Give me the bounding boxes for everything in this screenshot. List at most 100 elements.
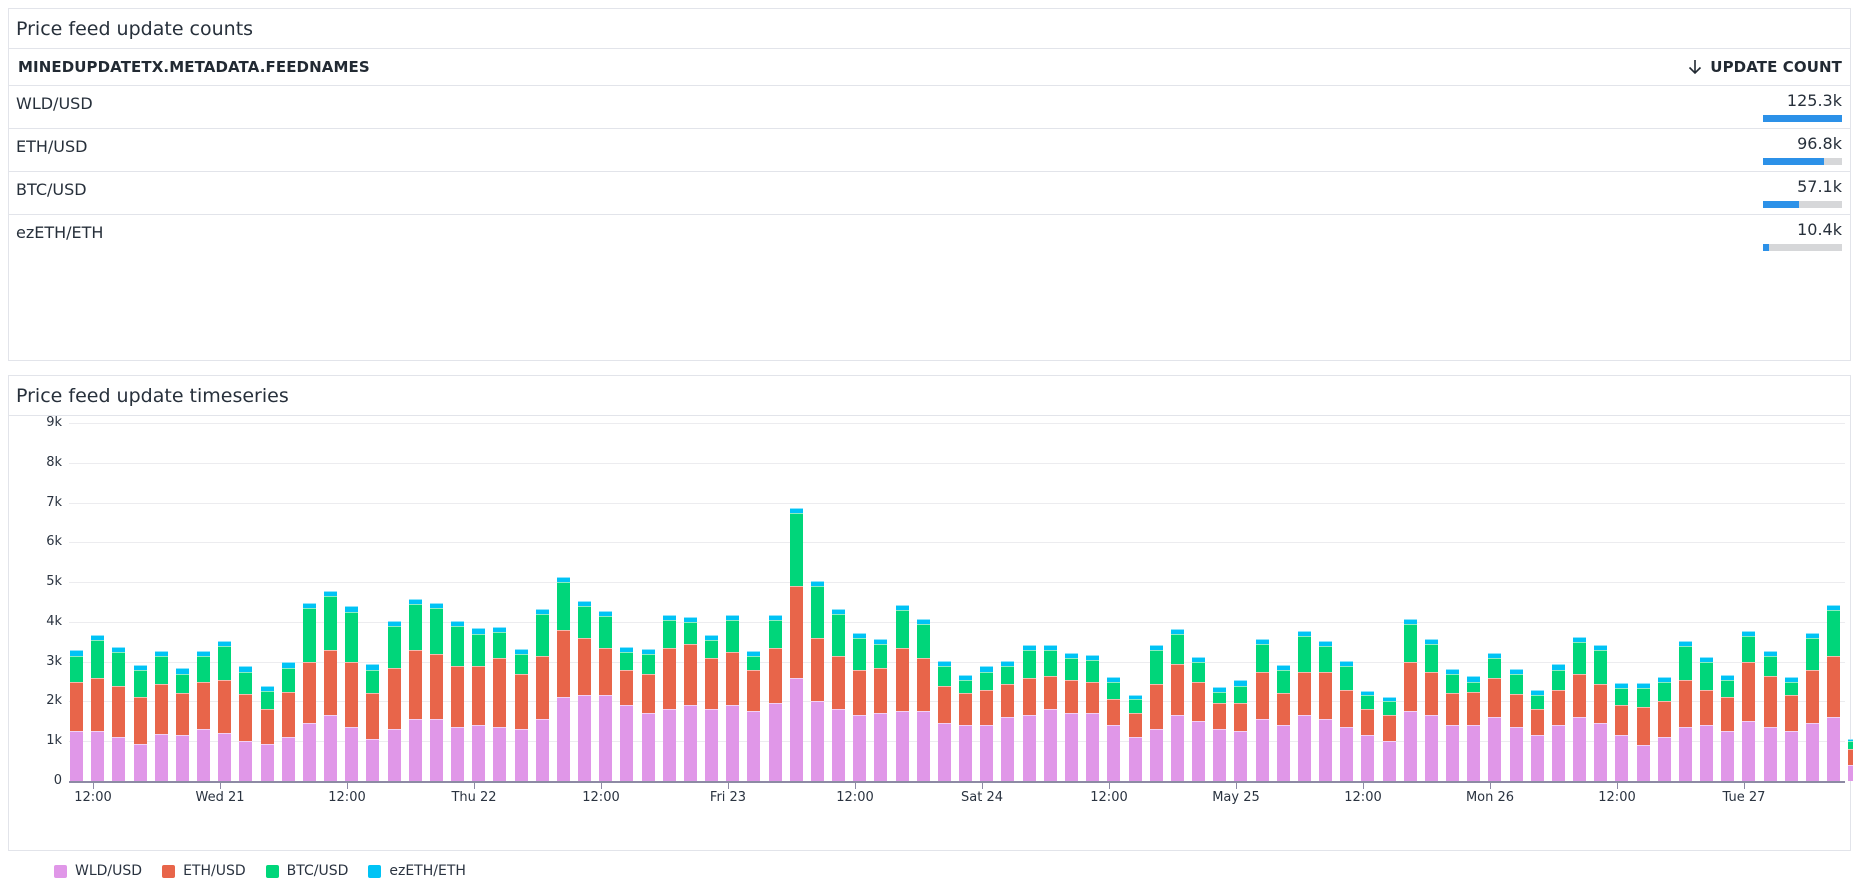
- bar-segment-ezeth-eth: [1573, 637, 1587, 642]
- stacked-bar[interactable]: [387, 620, 401, 781]
- stacked-bar[interactable]: [937, 660, 951, 781]
- legend-item-ezeth-eth[interactable]: ezETH/ETH: [368, 863, 466, 879]
- stacked-bar[interactable]: [1297, 630, 1311, 781]
- stacked-bar[interactable]: [1636, 682, 1650, 781]
- column-header-feednames[interactable]: MINEDUPDATETX.METADATA.FEEDNAMES: [18, 58, 370, 76]
- stacked-bar[interactable]: [1128, 694, 1142, 781]
- stacked-bar[interactable]: [599, 610, 613, 781]
- stacked-bar[interactable]: [1700, 656, 1714, 781]
- stacked-bar[interactable]: [345, 606, 359, 781]
- stacked-bar[interactable]: [302, 602, 316, 781]
- stacked-bar[interactable]: [1255, 639, 1269, 781]
- stacked-bar[interactable]: [1213, 686, 1227, 781]
- stacked-bar[interactable]: [70, 649, 83, 781]
- stacked-bar[interactable]: [91, 635, 105, 781]
- stacked-bar[interactable]: [260, 685, 274, 781]
- stacked-bar[interactable]: [1149, 645, 1163, 781]
- stacked-bar[interactable]: [451, 621, 465, 781]
- stacked-bar[interactable]: [556, 577, 570, 781]
- bar-segment-eth-usd: [556, 629, 570, 698]
- stacked-bar[interactable]: [175, 667, 189, 781]
- stacked-bar[interactable]: [1594, 644, 1608, 781]
- stacked-bar[interactable]: [514, 648, 528, 781]
- stacked-bar[interactable]: [705, 634, 719, 781]
- table-row[interactable]: ezETH/ETH 10.4k: [9, 215, 1850, 258]
- stacked-bar[interactable]: [1319, 641, 1333, 781]
- stacked-bar[interactable]: [1001, 660, 1015, 781]
- stacked-bar[interactable]: [895, 604, 909, 781]
- stacked-bar[interactable]: [133, 664, 147, 781]
- bar-segment-wld-usd: [683, 705, 697, 781]
- stacked-bar[interactable]: [768, 615, 782, 781]
- stacked-bar[interactable]: [535, 608, 549, 781]
- legend-item-wld-usd[interactable]: WLD/USD: [54, 863, 142, 879]
- stacked-bar[interactable]: [1234, 680, 1248, 781]
- stacked-bar[interactable]: [218, 640, 232, 781]
- stacked-bar[interactable]: [1488, 652, 1502, 781]
- stacked-bar[interactable]: [1064, 653, 1078, 781]
- stacked-bar[interactable]: [789, 507, 803, 781]
- stacked-bar[interactable]: [1192, 656, 1205, 781]
- stacked-bar[interactable]: [916, 618, 930, 781]
- stacked-bar[interactable]: [747, 650, 761, 781]
- stacked-bar[interactable]: [197, 650, 211, 781]
- stacked-bar[interactable]: [1530, 690, 1544, 781]
- stacked-bar[interactable]: [239, 665, 253, 781]
- stacked-bar[interactable]: [1446, 668, 1460, 781]
- stacked-bar[interactable]: [1509, 668, 1523, 781]
- stacked-bar[interactable]: [1170, 628, 1184, 781]
- stacked-bar[interactable]: [1382, 696, 1396, 781]
- table-row[interactable]: WLD/USD 125.3k: [9, 86, 1850, 129]
- table-row[interactable]: ETH/USD 96.8k: [9, 129, 1850, 172]
- stacked-bar[interactable]: [408, 598, 422, 781]
- table-row[interactable]: BTC/USD 57.1k: [9, 172, 1850, 215]
- stacked-bar[interactable]: [1276, 665, 1290, 781]
- stacked-bar[interactable]: [959, 674, 973, 781]
- stacked-bar[interactable]: [1742, 631, 1756, 781]
- stacked-bar[interactable]: [683, 617, 697, 781]
- stacked-bar[interactable]: [853, 632, 867, 781]
- stacked-bar[interactable]: [1805, 632, 1819, 781]
- column-header-update-count[interactable]: UPDATE COUNT: [1688, 58, 1842, 76]
- stacked-bar[interactable]: [1678, 640, 1692, 781]
- stacked-bar[interactable]: [154, 651, 168, 781]
- stacked-bar[interactable]: [1763, 650, 1777, 781]
- stacked-bar[interactable]: [980, 666, 994, 781]
- stacked-bar[interactable]: [1827, 604, 1841, 781]
- bar-segment-btc-usd: [218, 645, 232, 680]
- stacked-bar[interactable]: [1467, 676, 1481, 781]
- stacked-bar[interactable]: [1424, 638, 1438, 781]
- stacked-bar[interactable]: [281, 661, 295, 781]
- bar-segment-eth-usd: [1424, 671, 1438, 716]
- stacked-bar[interactable]: [620, 646, 634, 781]
- stacked-bar[interactable]: [578, 600, 592, 781]
- stacked-bar[interactable]: [1848, 739, 1854, 781]
- stacked-bar[interactable]: [1086, 654, 1100, 781]
- stacked-bar[interactable]: [1022, 644, 1036, 781]
- stacked-bar[interactable]: [366, 664, 380, 781]
- stacked-bar[interactable]: [1107, 676, 1121, 781]
- stacked-bar[interactable]: [1615, 682, 1629, 781]
- stacked-bar[interactable]: [1551, 664, 1565, 781]
- stacked-bar[interactable]: [1721, 674, 1735, 781]
- stacked-bar[interactable]: [1657, 676, 1671, 781]
- legend-item-btc-usd[interactable]: BTC/USD: [265, 863, 348, 879]
- stacked-bar[interactable]: [810, 581, 824, 781]
- stacked-bar[interactable]: [112, 646, 126, 781]
- stacked-bar[interactable]: [429, 602, 443, 781]
- stacked-bar[interactable]: [726, 614, 740, 781]
- stacked-bar[interactable]: [1573, 637, 1587, 781]
- stacked-bar[interactable]: [472, 627, 486, 781]
- stacked-bar[interactable]: [1784, 676, 1798, 781]
- stacked-bar[interactable]: [1361, 690, 1375, 781]
- stacked-bar[interactable]: [1340, 660, 1354, 781]
- stacked-bar[interactable]: [1043, 644, 1057, 781]
- stacked-bar[interactable]: [662, 615, 676, 781]
- legend-item-eth-usd[interactable]: ETH/USD: [162, 863, 246, 879]
- stacked-bar[interactable]: [832, 608, 846, 781]
- stacked-bar[interactable]: [1403, 619, 1417, 781]
- stacked-bar[interactable]: [493, 627, 507, 781]
- stacked-bar[interactable]: [874, 639, 888, 781]
- stacked-bar[interactable]: [641, 648, 655, 781]
- stacked-bar[interactable]: [324, 590, 338, 781]
